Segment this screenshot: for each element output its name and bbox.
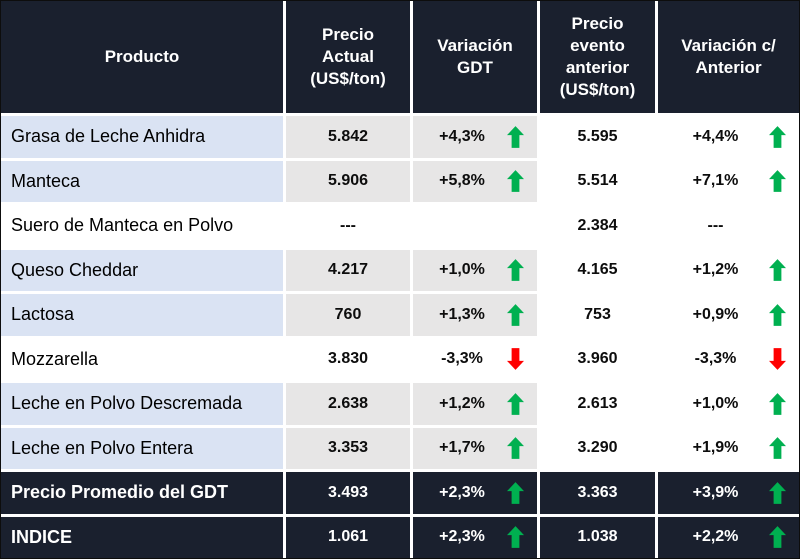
- variacion-gdt-value: +1,0%: [439, 261, 485, 279]
- trend-arrow-icon: [503, 392, 527, 415]
- precio-anterior-cell: 753: [540, 294, 655, 336]
- precio-actual-cell: ---: [286, 205, 410, 247]
- variacion-anterior-value: +4,4%: [692, 127, 739, 145]
- variacion-gdt-value: +1,3%: [439, 305, 485, 323]
- precio-anterior-cell: 4.165: [540, 249, 655, 291]
- variacion-gdt-cell: [413, 205, 537, 247]
- variacion-anterior-cell: +3,9%: [658, 472, 799, 514]
- trend-arrow-icon: [503, 303, 527, 326]
- variacion-anterior-value: +7,1%: [692, 172, 739, 190]
- column-header-precio-actual: Precio Actual (US$/ton): [286, 1, 410, 113]
- variacion-anterior-value: -3,3%: [694, 350, 737, 368]
- product-name-cell: Mozzarella: [1, 338, 283, 380]
- variacion-gdt-cell: +5,8%: [413, 160, 537, 202]
- variacion-gdt-cell: +2,3%: [413, 516, 537, 558]
- product-name-cell: Queso Cheddar: [1, 249, 283, 291]
- trend-arrow-icon: [503, 170, 527, 193]
- variacion-gdt-value: +2,3%: [439, 528, 485, 546]
- product-name-cell: Grasa de Leche Anhidra: [1, 116, 283, 158]
- variacion-gdt-cell: +1,0%: [413, 249, 537, 291]
- trend-arrow-icon: [765, 303, 789, 326]
- variacion-anterior-value: +3,9%: [692, 483, 739, 501]
- precio-actual-cell: 5.906: [286, 160, 410, 202]
- variacion-anterior-cell: +1,0%: [658, 383, 799, 425]
- variacion-gdt-value: +1,2%: [439, 394, 485, 412]
- trend-arrow-icon: [765, 170, 789, 193]
- variacion-anterior-cell: +1,2%: [658, 249, 799, 291]
- variacion-anterior-value: +1,2%: [692, 261, 739, 279]
- precio-actual-cell: 3.353: [286, 427, 410, 469]
- trend-arrow-icon: [765, 392, 789, 415]
- trend-arrow-icon: [503, 481, 527, 504]
- product-name-cell: Leche en Polvo Entera: [1, 427, 283, 469]
- column-header-variacion-gdt: Variación GDT: [413, 1, 537, 113]
- variacion-anterior-value: +0,9%: [692, 305, 739, 323]
- summary-label-cell: Precio Promedio del GDT: [1, 472, 283, 514]
- variacion-anterior-cell: +7,1%: [658, 160, 799, 202]
- variacion-anterior-cell: -3,3%: [658, 338, 799, 380]
- precio-anterior-cell: 3.960: [540, 338, 655, 380]
- trend-arrow-icon: [765, 526, 789, 549]
- product-name-cell: Suero de Manteca en Polvo: [1, 205, 283, 247]
- variacion-gdt-value: +4,3%: [439, 127, 485, 145]
- column-header-precio-anterior: Precio evento anterior (US$/ton): [540, 1, 655, 113]
- trend-arrow-icon: [765, 259, 789, 282]
- variacion-gdt-cell: -3,3%: [413, 338, 537, 380]
- variacion-gdt-cell: +1,3%: [413, 294, 537, 336]
- variacion-gdt-value: +2,3%: [439, 483, 485, 501]
- trend-arrow-icon: [503, 526, 527, 549]
- precio-anterior-cell: 5.514: [540, 160, 655, 202]
- trend-arrow-icon: [503, 437, 527, 460]
- variacion-anterior-value: +1,0%: [692, 394, 739, 412]
- variacion-anterior-value: ---: [707, 216, 724, 234]
- trend-arrow-icon: [765, 481, 789, 504]
- precio-actual-cell: 2.638: [286, 383, 410, 425]
- precio-anterior-cell: 1.038: [540, 516, 655, 558]
- product-name-cell: Lactosa: [1, 294, 283, 336]
- product-name-cell: Manteca: [1, 160, 283, 202]
- variacion-gdt-value: +1,7%: [439, 439, 485, 457]
- trend-arrow-icon: [765, 437, 789, 460]
- trend-arrow-icon: [503, 125, 527, 148]
- precio-actual-cell: 760: [286, 294, 410, 336]
- product-name-cell: Leche en Polvo Descremada: [1, 383, 283, 425]
- precio-anterior-cell: 2.384: [540, 205, 655, 247]
- precio-actual-cell: 1.061: [286, 516, 410, 558]
- variacion-anterior-cell: ---: [658, 205, 799, 247]
- column-header-producto: Producto: [1, 1, 283, 113]
- variacion-anterior-cell: +2,2%: [658, 516, 799, 558]
- trend-arrow-icon: [503, 348, 527, 371]
- column-header-variacion-anterior: Variación c/ Anterior: [658, 1, 799, 113]
- precio-actual-cell: 3.493: [286, 472, 410, 514]
- precio-actual-cell: 3.830: [286, 338, 410, 380]
- precio-actual-cell: 5.842: [286, 116, 410, 158]
- variacion-gdt-cell: +1,7%: [413, 427, 537, 469]
- trend-arrow-icon: [765, 125, 789, 148]
- variacion-gdt-cell: +4,3%: [413, 116, 537, 158]
- precio-anterior-cell: 5.595: [540, 116, 655, 158]
- variacion-gdt-cell: +2,3%: [413, 472, 537, 514]
- precio-anterior-cell: 3.290: [540, 427, 655, 469]
- precio-actual-cell: 4.217: [286, 249, 410, 291]
- trend-arrow-icon: [503, 259, 527, 282]
- variacion-gdt-value: -3,3%: [441, 350, 483, 368]
- variacion-anterior-cell: +4,4%: [658, 116, 799, 158]
- precio-anterior-cell: 3.363: [540, 472, 655, 514]
- variacion-anterior-value: +1,9%: [692, 439, 739, 457]
- precio-anterior-cell: 2.613: [540, 383, 655, 425]
- summary-label-cell: INDICE: [1, 516, 283, 558]
- trend-arrow-icon: [765, 348, 789, 371]
- variacion-anterior-value: +2,2%: [692, 528, 739, 546]
- variacion-gdt-cell: +1,2%: [413, 383, 537, 425]
- variacion-anterior-cell: +1,9%: [658, 427, 799, 469]
- variacion-gdt-value: +5,8%: [439, 172, 485, 190]
- variacion-anterior-cell: +0,9%: [658, 294, 799, 336]
